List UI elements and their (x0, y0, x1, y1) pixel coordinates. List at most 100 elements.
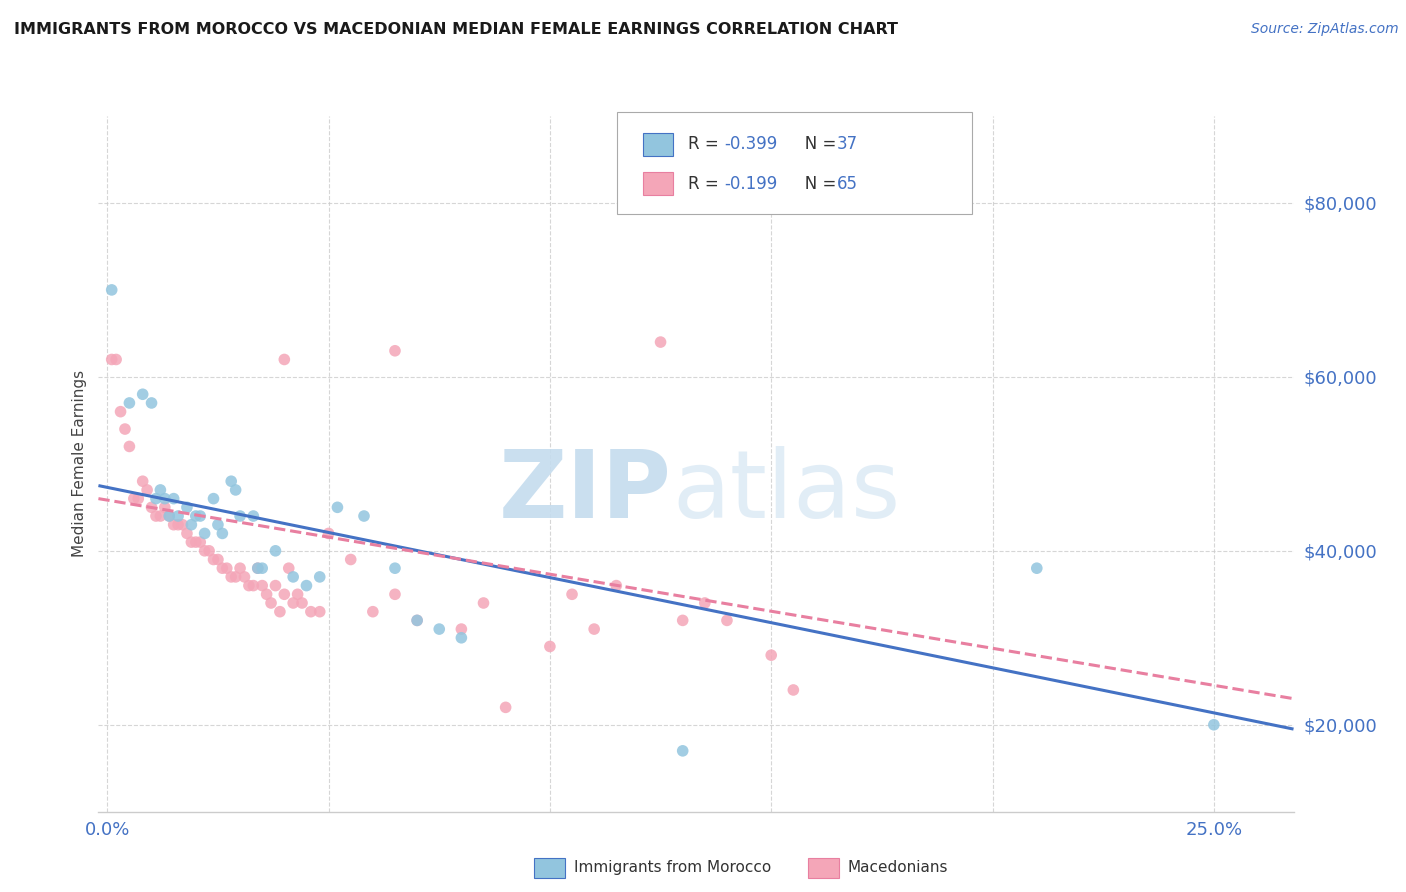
Point (295, 579, 318, 593)
Point (361, 605, 384, 619)
Point (406, 614, 429, 628)
Text: ZIP: ZIP (499, 446, 672, 538)
Point (716, 614, 738, 628)
Point (153, 500, 176, 515)
Point (211, 561, 233, 575)
Point (136, 483, 159, 497)
Point (219, 570, 242, 584)
Point (269, 605, 291, 619)
Text: IMMIGRANTS FROM MOROCCO VS MACEDONIAN MEDIAN FEMALE EARNINGS CORRELATION CHART: IMMIGRANTS FROM MOROCCO VS MACEDONIAN ME… (14, 22, 898, 37)
Point (194, 543, 217, 558)
Point (215, 561, 238, 575)
Point (149, 483, 172, 497)
Point (145, 491, 167, 506)
Point (225, 483, 247, 497)
Point (163, 491, 186, 506)
Point (242, 508, 264, 523)
Point (277, 561, 299, 575)
Point (153, 491, 176, 506)
Point (283, 596, 305, 610)
Point (180, 535, 202, 549)
Point (250, 579, 273, 593)
Point (384, 587, 406, 601)
Text: N =: N = (789, 175, 841, 193)
Point (176, 500, 198, 515)
Point (131, 475, 153, 489)
Y-axis label: Median Female Earnings: Median Female Earnings (72, 370, 87, 558)
Point (229, 561, 252, 575)
Text: -0.199: -0.199 (724, 175, 778, 193)
Text: Source: ZipAtlas.com: Source: ZipAtlas.com (1251, 22, 1399, 37)
Text: Macedonians: Macedonians (848, 860, 948, 874)
Point (299, 605, 322, 619)
Point (100, 283, 122, 297)
Point (172, 517, 194, 532)
Point (233, 570, 256, 584)
Point (264, 543, 287, 558)
Text: atlas: atlas (672, 446, 900, 538)
Point (105, 352, 128, 367)
Text: R =: R = (688, 175, 724, 193)
Point (188, 535, 211, 549)
Point (157, 508, 180, 523)
Point (110, 405, 132, 419)
Point (194, 526, 217, 541)
Point (127, 491, 149, 506)
Point (583, 622, 606, 636)
Point (202, 491, 225, 506)
Point (318, 526, 340, 541)
Text: N =: N = (789, 136, 841, 153)
Point (693, 596, 716, 610)
Point (149, 508, 172, 523)
Point (202, 552, 225, 566)
Point (100, 352, 122, 367)
Point (225, 570, 247, 584)
Point (211, 526, 233, 541)
Point (273, 587, 295, 601)
Point (1202, 717, 1225, 731)
Point (157, 508, 180, 523)
Point (264, 579, 287, 593)
Point (246, 561, 269, 575)
Point (229, 508, 252, 523)
Point (406, 614, 429, 628)
Text: R =: R = (688, 136, 724, 153)
Point (384, 343, 406, 358)
Point (538, 640, 561, 654)
Text: 65: 65 (837, 175, 858, 193)
Point (180, 517, 202, 532)
Point (167, 508, 190, 523)
Point (326, 500, 349, 515)
Point (114, 422, 136, 436)
Point (782, 683, 804, 698)
Point (242, 579, 264, 593)
Text: -0.399: -0.399 (724, 136, 778, 153)
Point (650, 335, 672, 350)
Point (472, 596, 495, 610)
Point (672, 614, 695, 628)
Point (384, 561, 406, 575)
Point (427, 622, 450, 636)
Point (605, 579, 627, 593)
Point (495, 700, 517, 714)
Point (246, 561, 269, 575)
Point (291, 596, 314, 610)
Point (450, 622, 472, 636)
Point (131, 387, 153, 401)
Text: Immigrants from Morocco: Immigrants from Morocco (574, 860, 770, 874)
Point (184, 508, 207, 523)
Point (287, 587, 309, 601)
Point (238, 579, 260, 593)
Point (308, 605, 330, 619)
Point (122, 491, 145, 506)
Point (163, 517, 186, 532)
Point (561, 587, 583, 601)
Point (256, 587, 278, 601)
Text: 37: 37 (837, 136, 858, 153)
Point (118, 440, 141, 454)
Point (188, 508, 211, 523)
Point (118, 396, 141, 410)
Point (339, 552, 361, 566)
Point (250, 561, 273, 575)
Point (308, 570, 330, 584)
